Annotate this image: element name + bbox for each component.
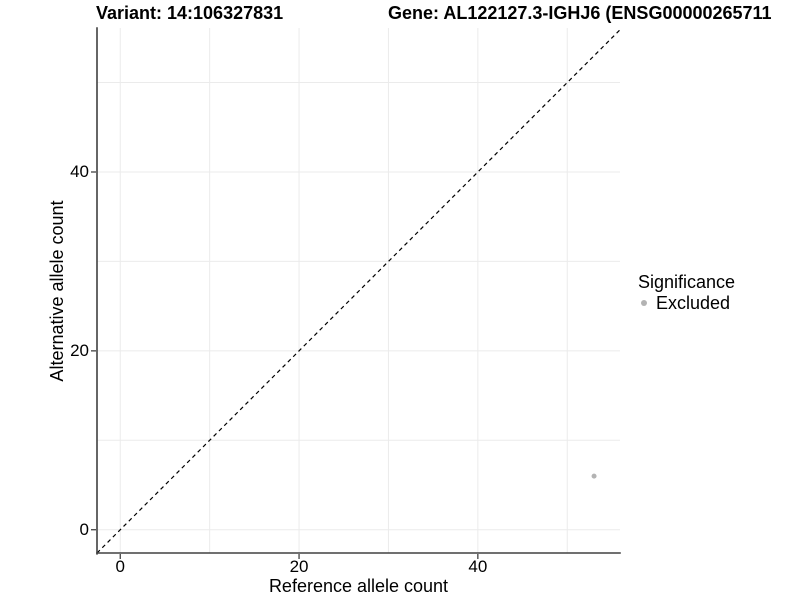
excluded-point-icon [641, 300, 647, 306]
x-axis-title: Reference allele count [268, 576, 449, 596]
y-axis-title: Alternative allele count [47, 200, 67, 382]
x-tick-label: 40 [468, 557, 488, 576]
identity-line [96, 29, 621, 554]
y-tick-label: 0 [79, 519, 89, 539]
legend-title: Significance [638, 272, 736, 292]
legend-item-excluded: Excluded [638, 293, 735, 313]
data-point [591, 473, 597, 479]
x-tick-label: 0 [115, 557, 125, 576]
legend: Significance Excluded [638, 271, 735, 313]
y-tick-label: 40 [70, 161, 89, 181]
y-tick-label: 20 [70, 340, 89, 360]
gene-title: Gene: AL122127.3-IGHJ6 (ENSG00000265711 [388, 3, 772, 23]
x-tick-label: 20 [289, 557, 309, 576]
legend-item-label: Excluded [656, 293, 731, 313]
variant-title: Variant: 14:106327831 [96, 3, 284, 23]
